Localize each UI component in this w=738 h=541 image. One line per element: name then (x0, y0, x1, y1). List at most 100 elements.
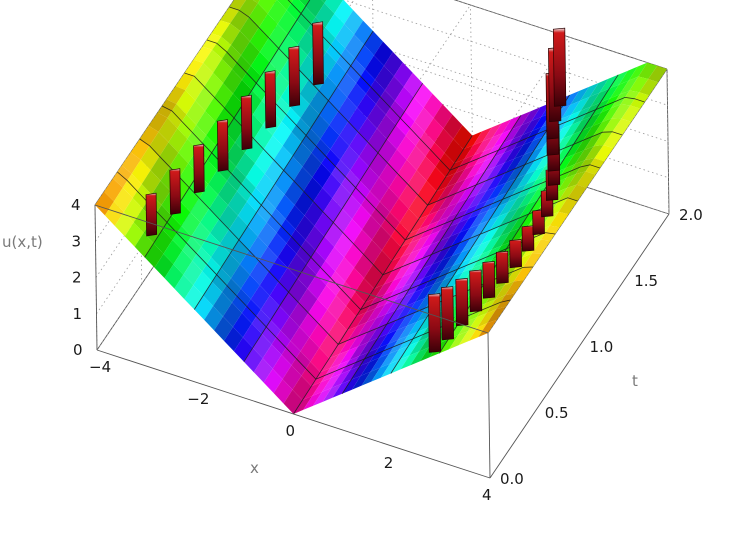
surface-patch (370, 353, 390, 372)
surface-patch (345, 34, 365, 59)
surface-patch (565, 150, 584, 169)
y-tick-label: 1.0 (590, 338, 614, 356)
surface-patch (371, 363, 390, 382)
spike (441, 286, 454, 341)
surface-patch (277, 0, 294, 11)
surface-patch (252, 333, 272, 359)
surface-patch (519, 200, 538, 219)
surface-patch (318, 76, 338, 101)
surface-patch (648, 65, 667, 83)
surface-patch (464, 141, 483, 160)
surface-patch (121, 152, 141, 174)
surface-patch (639, 79, 658, 96)
surface-patch (612, 118, 632, 135)
surface-patch (412, 254, 432, 273)
surface-patch (372, 226, 391, 251)
surface-patch (485, 153, 504, 171)
surface-patch (480, 216, 499, 235)
spike (428, 293, 442, 353)
spike (217, 119, 229, 172)
surface-patch (184, 285, 204, 310)
surface-patch (465, 161, 485, 180)
surface-patch (486, 162, 505, 181)
surface-patch (468, 190, 487, 209)
surface-patch (486, 172, 506, 191)
surface-patch (194, 295, 214, 320)
surface-patch (473, 137, 493, 156)
surface-patch (211, 20, 231, 37)
surface-patch (302, 152, 322, 178)
surface-patch (243, 347, 263, 373)
surface-patch (441, 232, 460, 251)
spike (312, 21, 324, 86)
surface-patch (584, 145, 604, 161)
surface-patch (313, 187, 333, 213)
surface-patch (334, 0, 354, 24)
surface-patch (338, 97, 358, 122)
surface-patch (252, 0, 260, 4)
surface-patch (213, 292, 232, 317)
spike (264, 70, 277, 129)
surface-patch (475, 157, 495, 175)
surface-patch (516, 170, 536, 189)
surface-patch (328, 86, 348, 112)
spike (552, 27, 567, 107)
surface-patch (524, 146, 544, 165)
box-edge-front (487, 332, 491, 479)
surface-patch (458, 327, 478, 346)
surface-patch (381, 359, 400, 378)
surface-patch (566, 171, 586, 188)
surface-patch (609, 70, 628, 89)
surface-patch (357, 318, 377, 337)
surface-patch (233, 79, 252, 105)
surface-patch (525, 156, 545, 175)
surface-patch (318, 309, 338, 334)
surface-patch (392, 252, 412, 271)
surface-patch (277, 10, 297, 35)
surface-patch (360, 166, 379, 192)
surface-patch (424, 118, 444, 143)
surface-patch (472, 240, 491, 258)
surface-patch (250, 285, 270, 310)
grid-line (470, 4, 473, 151)
surface-patch (498, 198, 518, 217)
surface-patch (421, 240, 441, 259)
surface-patch (400, 351, 420, 370)
surface-patch (238, 201, 257, 226)
surface-patch (273, 379, 293, 404)
surface-patch (288, 278, 308, 303)
z-tick-label: 1 (73, 305, 83, 323)
surface-patch (186, 100, 206, 125)
surface-patch (230, 10, 249, 31)
axis-labels: u(x,t) x t (2, 233, 638, 477)
y-axis-label: t (632, 372, 638, 390)
surface-patch (104, 201, 124, 226)
surface-patch (341, 365, 360, 384)
surface-patch (412, 244, 431, 263)
surface-patch (356, 308, 376, 327)
surface-patch (303, 392, 322, 410)
surface-patch (309, 323, 329, 348)
surface-patch (254, 149, 274, 174)
surface-patch (270, 306, 290, 331)
spike (455, 278, 469, 327)
surface-patch (191, 222, 211, 247)
surface-patch (262, 344, 282, 369)
surface-patch (259, 271, 279, 296)
surface-patch (564, 140, 584, 159)
surface-patch (292, 142, 312, 167)
surface-patch (104, 178, 123, 202)
surface-patch (229, 0, 246, 11)
surface-patch (176, 90, 196, 115)
surface-patch (210, 219, 229, 244)
surface-patch (337, 306, 357, 331)
surface-patch (592, 108, 611, 127)
surface-patch (327, 62, 347, 87)
surface-patch (280, 316, 300, 341)
surface-patch (555, 154, 575, 173)
surface-patch (489, 212, 509, 231)
surface-patch (299, 0, 310, 7)
surface-patch (297, 31, 317, 56)
surface-patch (233, 337, 253, 362)
surface-patch (307, 274, 327, 300)
